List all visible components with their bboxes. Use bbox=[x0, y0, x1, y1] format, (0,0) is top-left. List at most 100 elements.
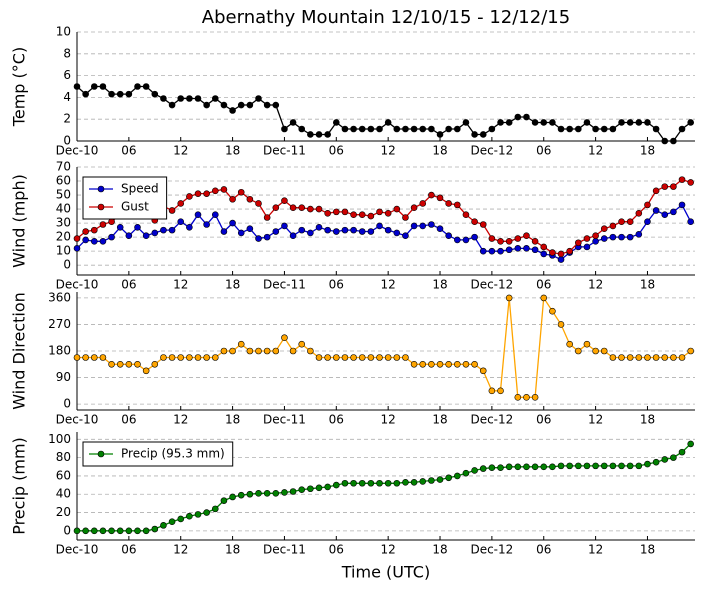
data-point bbox=[635, 209, 643, 217]
data-point bbox=[220, 101, 228, 109]
data-point bbox=[462, 119, 470, 126]
data-point bbox=[393, 205, 401, 213]
y-axis-label: Precip (mm) bbox=[10, 437, 29, 535]
data-point bbox=[298, 125, 306, 133]
data-point bbox=[160, 226, 167, 234]
data-point bbox=[333, 119, 340, 126]
x-tick-label: Dec-11 bbox=[263, 413, 306, 427]
data-point bbox=[211, 354, 219, 361]
data-point bbox=[229, 195, 236, 203]
data-point bbox=[186, 95, 193, 102]
data-point bbox=[419, 125, 427, 133]
x-tick-label: 06 bbox=[536, 413, 551, 427]
data-point bbox=[678, 125, 686, 133]
data-point bbox=[583, 340, 591, 348]
y-tick-label: 70 bbox=[56, 160, 71, 174]
data-point bbox=[90, 527, 98, 535]
data-point bbox=[168, 518, 176, 525]
x-tick-label: 06 bbox=[121, 413, 136, 427]
data-point bbox=[82, 527, 89, 535]
data-point bbox=[661, 354, 669, 361]
data-point bbox=[186, 512, 193, 520]
data-point bbox=[203, 190, 210, 197]
x-axis-label: Time (UTC) bbox=[341, 563, 430, 582]
data-point bbox=[263, 490, 271, 497]
data-point bbox=[540, 463, 548, 471]
data-point bbox=[376, 125, 383, 133]
x-tick-label: 12 bbox=[588, 278, 603, 292]
data-point bbox=[419, 360, 427, 368]
data-point bbox=[168, 207, 176, 214]
x-tick-label: Dec-10 bbox=[56, 278, 99, 292]
legend-label: Speed bbox=[121, 182, 159, 196]
y-axis-label: Temp (°C) bbox=[10, 47, 29, 127]
data-point bbox=[376, 354, 383, 361]
data-point bbox=[211, 95, 219, 102]
data-point bbox=[281, 222, 288, 230]
data-point bbox=[142, 367, 150, 375]
data-point bbox=[350, 211, 357, 218]
data-point bbox=[82, 354, 89, 361]
data-point bbox=[419, 478, 427, 485]
series-line bbox=[76, 85, 692, 142]
x-tick-label: Dec-11 bbox=[263, 278, 306, 292]
data-point bbox=[514, 113, 522, 121]
data-point bbox=[134, 83, 141, 90]
data-point bbox=[116, 360, 124, 368]
data-point bbox=[566, 462, 573, 470]
x-tick-label: 18 bbox=[432, 144, 447, 158]
y-tick-label: 60 bbox=[56, 468, 71, 482]
data-point bbox=[90, 83, 98, 90]
data-point bbox=[652, 125, 660, 133]
data-point bbox=[592, 462, 599, 470]
data-point bbox=[454, 236, 461, 244]
data-point bbox=[410, 222, 418, 230]
x-tick-label: Dec-12 bbox=[470, 144, 513, 158]
y-axis-label: Wind (mph) bbox=[10, 174, 29, 268]
data-point bbox=[626, 233, 634, 241]
data-point bbox=[575, 347, 582, 355]
data-point bbox=[367, 212, 375, 220]
data-point bbox=[687, 347, 694, 355]
data-point bbox=[661, 211, 669, 218]
data-point bbox=[298, 226, 306, 234]
data-point bbox=[497, 464, 504, 471]
data-point bbox=[618, 233, 625, 241]
data-point bbox=[428, 221, 435, 228]
data-point bbox=[626, 354, 634, 361]
data-point bbox=[237, 101, 245, 109]
y-tick-label: 0 bbox=[63, 523, 71, 537]
data-point bbox=[540, 119, 548, 126]
data-point bbox=[618, 119, 625, 126]
x-tick-label: Dec-12 bbox=[470, 413, 513, 427]
x-tick-label: 12 bbox=[381, 144, 396, 158]
data-point bbox=[255, 95, 262, 102]
data-point bbox=[428, 360, 435, 368]
data-point bbox=[436, 360, 444, 368]
data-point bbox=[263, 347, 271, 355]
x-tick-label: 12 bbox=[173, 413, 188, 427]
data-point bbox=[358, 479, 366, 487]
data-point bbox=[281, 489, 288, 496]
data-point bbox=[186, 193, 193, 200]
x-tick-label: 18 bbox=[225, 413, 240, 427]
data-point bbox=[384, 354, 392, 361]
data-point bbox=[237, 229, 245, 237]
data-point bbox=[523, 113, 530, 121]
data-point bbox=[90, 226, 98, 234]
data-point bbox=[220, 347, 228, 355]
data-point bbox=[229, 107, 236, 114]
legend-marker bbox=[97, 185, 105, 193]
data-point bbox=[151, 90, 159, 98]
data-point bbox=[557, 256, 565, 263]
data-point bbox=[609, 233, 617, 241]
data-point bbox=[523, 245, 530, 252]
data-point bbox=[289, 119, 297, 126]
data-point bbox=[237, 340, 245, 348]
data-point bbox=[281, 197, 288, 204]
data-point bbox=[652, 354, 660, 361]
data-point bbox=[505, 294, 513, 302]
data-point bbox=[116, 527, 124, 535]
data-point bbox=[160, 522, 167, 529]
y-tick-label: 8 bbox=[63, 46, 71, 60]
